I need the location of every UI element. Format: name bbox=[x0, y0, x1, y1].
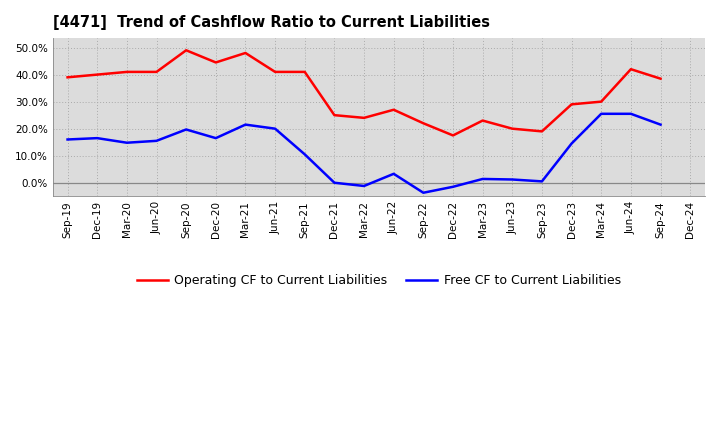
Operating CF to Current Liabilities bbox=[449, 133, 457, 138]
Operating CF to Current Liabilities bbox=[538, 129, 546, 134]
Operating CF to Current Liabilities bbox=[567, 102, 576, 107]
Free CF to Current Liabilities bbox=[122, 140, 131, 145]
Operating CF to Current Liabilities bbox=[63, 75, 72, 80]
Legend: Operating CF to Current Liabilities, Free CF to Current Liabilities: Operating CF to Current Liabilities, Fre… bbox=[132, 269, 626, 292]
Free CF to Current Liabilities bbox=[360, 183, 369, 189]
Line: Operating CF to Current Liabilities: Operating CF to Current Liabilities bbox=[68, 50, 660, 136]
Free CF to Current Liabilities bbox=[567, 141, 576, 146]
Operating CF to Current Liabilities bbox=[390, 107, 398, 112]
Free CF to Current Liabilities bbox=[508, 177, 517, 182]
Free CF to Current Liabilities bbox=[93, 136, 102, 141]
Operating CF to Current Liabilities bbox=[360, 115, 369, 121]
Operating CF to Current Liabilities bbox=[122, 69, 131, 74]
Operating CF to Current Liabilities bbox=[597, 99, 606, 104]
Free CF to Current Liabilities bbox=[182, 127, 191, 132]
Operating CF to Current Liabilities bbox=[241, 50, 250, 55]
Operating CF to Current Liabilities bbox=[300, 69, 309, 74]
Operating CF to Current Liabilities bbox=[330, 113, 338, 118]
Free CF to Current Liabilities bbox=[449, 184, 457, 190]
Operating CF to Current Liabilities bbox=[152, 69, 161, 74]
Free CF to Current Liabilities bbox=[300, 152, 309, 157]
Free CF to Current Liabilities bbox=[419, 190, 428, 195]
Operating CF to Current Liabilities bbox=[271, 69, 279, 74]
Operating CF to Current Liabilities bbox=[626, 66, 635, 72]
Operating CF to Current Liabilities bbox=[182, 48, 191, 53]
Operating CF to Current Liabilities bbox=[656, 76, 665, 81]
Free CF to Current Liabilities bbox=[152, 138, 161, 143]
Free CF to Current Liabilities bbox=[390, 171, 398, 176]
Free CF to Current Liabilities bbox=[330, 180, 338, 185]
Operating CF to Current Liabilities bbox=[508, 126, 517, 131]
Free CF to Current Liabilities bbox=[241, 122, 250, 127]
Free CF to Current Liabilities bbox=[212, 136, 220, 141]
Free CF to Current Liabilities bbox=[271, 126, 279, 131]
Text: [4471]  Trend of Cashflow Ratio to Current Liabilities: [4471] Trend of Cashflow Ratio to Curren… bbox=[53, 15, 490, 30]
Operating CF to Current Liabilities bbox=[212, 60, 220, 65]
Operating CF to Current Liabilities bbox=[93, 72, 102, 77]
Free CF to Current Liabilities bbox=[63, 137, 72, 142]
Operating CF to Current Liabilities bbox=[419, 121, 428, 126]
Free CF to Current Liabilities bbox=[597, 111, 606, 117]
Free CF to Current Liabilities bbox=[656, 122, 665, 127]
Free CF to Current Liabilities bbox=[538, 179, 546, 184]
Free CF to Current Liabilities bbox=[478, 176, 487, 182]
Line: Free CF to Current Liabilities: Free CF to Current Liabilities bbox=[68, 114, 660, 193]
Operating CF to Current Liabilities bbox=[478, 118, 487, 123]
Free CF to Current Liabilities bbox=[626, 111, 635, 117]
